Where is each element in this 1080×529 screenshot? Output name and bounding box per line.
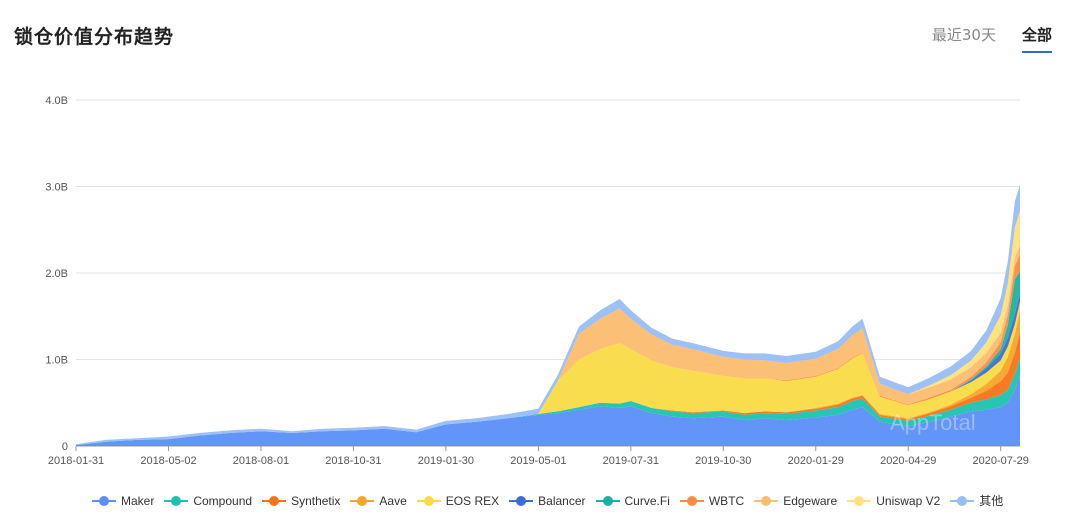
legend-dot-icon xyxy=(679,495,704,506)
legend-label: 其他 xyxy=(979,494,1004,508)
legend-label: Synthetix xyxy=(291,493,341,508)
legend-dot-icon xyxy=(164,495,189,506)
x-tick-label: 2019-05-01 xyxy=(510,455,566,467)
legend-label: Compound xyxy=(193,493,253,508)
y-tick-label: 4.0B xyxy=(45,95,68,107)
legend-dot-icon xyxy=(262,495,287,506)
watermark-text: AppTotal xyxy=(890,410,976,435)
legend-label: Balancer xyxy=(538,493,586,508)
legend-label: Uniswap V2 xyxy=(876,493,941,508)
area-series-maker[interactable] xyxy=(76,375,1020,446)
tvl-area-chart: 01.0B2.0B3.0B4.0B 2018-01-31 2018-05-02 20… xyxy=(45,95,1029,467)
chart-legend: Maker Compound Synthetix Aave EOS REX Balance… xyxy=(92,492,1003,509)
legend-label: Edgeware xyxy=(783,493,838,508)
legend-label: EOS REX xyxy=(445,493,500,508)
x-tick-label: 2019-10-30 xyxy=(695,455,751,467)
legend-dot-icon xyxy=(595,495,620,506)
legend-item[interactable]: Aave xyxy=(350,493,407,508)
area-series-其他[interactable] xyxy=(76,184,1020,446)
x-tick-label: 2019-01-30 xyxy=(418,455,474,467)
legend-item[interactable]: Uniswap V2 xyxy=(847,494,940,508)
tab-all[interactable]: 全部 xyxy=(1021,24,1052,53)
page-title: 锁仓价值分布趋势 xyxy=(14,26,175,48)
legend-dot-icon xyxy=(92,495,116,506)
legend-label: Maker xyxy=(121,493,155,508)
legend-item[interactable]: Maker xyxy=(92,494,154,508)
x-tick-label: 2020-01-29 xyxy=(788,455,844,467)
legend-item[interactable]: Balancer xyxy=(509,493,586,508)
legend-dot-icon xyxy=(847,495,872,506)
legend-dot-icon xyxy=(416,495,441,506)
legend-item[interactable]: Synthetix xyxy=(262,494,340,508)
legend-label: Curve.Fi xyxy=(624,493,670,508)
y-tick-label: 0 xyxy=(62,441,68,453)
legend-label: Aave xyxy=(379,493,407,508)
x-tick-label: 2019-07-31 xyxy=(603,455,659,467)
area-series-eos-rex[interactable] xyxy=(76,301,1020,446)
y-tick-label: 3.0B xyxy=(45,182,68,194)
legend-item[interactable]: WBTC xyxy=(679,493,745,508)
x-tick-label: 2018-10-31 xyxy=(325,455,381,467)
x-tick-label: 2018-05-02 xyxy=(140,455,196,467)
legend-dot-icon xyxy=(509,495,534,506)
legend-item[interactable]: Edgeware xyxy=(754,494,837,508)
y-tick-label: 1.0B xyxy=(45,355,68,367)
legend-dot-icon xyxy=(754,495,779,506)
y-axis: 0 1.0B 2.0B 3.0B 4.0B xyxy=(45,95,68,453)
legend-dot-icon xyxy=(350,495,375,506)
tab-recent-30-days[interactable]: 最近30天 xyxy=(931,26,996,44)
legend-item[interactable]: EOS REX xyxy=(416,493,500,508)
range-tabs: 最近30天 全部 xyxy=(932,24,1052,53)
x-tick-label: 2018-01-31 xyxy=(48,455,104,467)
chart-header: 锁仓价值分布趋势 最近30天 全部 xyxy=(0,0,1080,70)
legend-dot-icon xyxy=(950,495,975,506)
x-axis: 2018-01-31 2018-05-02 2018-08-01 2018-10-31… xyxy=(48,446,1029,467)
legend-item[interactable]: Curve.Fi xyxy=(595,493,670,508)
area-series xyxy=(76,184,1020,446)
x-tick-label: 2018-08-01 xyxy=(233,455,289,467)
legend-item[interactable]: Compound xyxy=(164,494,252,508)
x-tick-label: 2020-04-29 xyxy=(880,455,936,467)
y-tick-label: 2.0B xyxy=(45,268,68,280)
x-tick-label: 2020-07-29 xyxy=(973,455,1029,467)
legend-label: WBTC xyxy=(708,493,745,508)
legend-item[interactable]: 其他 xyxy=(950,492,1003,509)
